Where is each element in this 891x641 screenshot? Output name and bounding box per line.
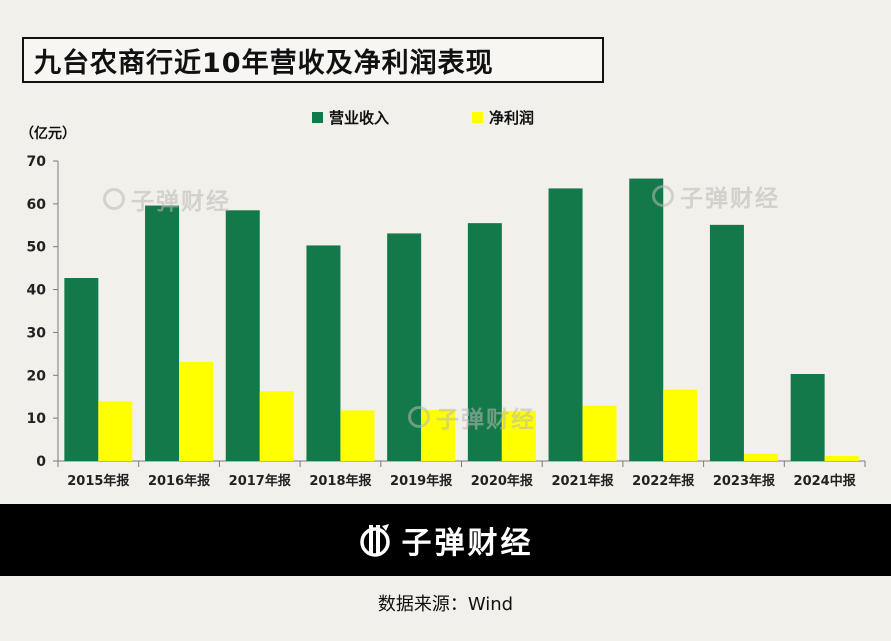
bar-revenue-9	[790, 374, 825, 461]
legend-label-0: 营业收入	[329, 109, 389, 127]
bar-net-profit-8	[743, 453, 778, 461]
x-tick-label: 2018年报	[309, 473, 372, 489]
x-tick-label: 2015年报	[67, 473, 130, 489]
brand-footer: 子弹财经	[0, 504, 891, 576]
brand-logo-icon	[408, 406, 430, 428]
brand-logo-icon	[652, 185, 674, 207]
y-tick-label: 20	[27, 368, 47, 384]
x-tick-label: 2016年报	[148, 473, 211, 489]
data-source: 数据来源：Wind	[377, 594, 514, 615]
brand-name: 子弹财经	[401, 526, 534, 561]
bar-net-profit-3	[340, 410, 375, 461]
bar-chart: （亿元） 营业收入 净利润 2015年报 2016年报 2017年报 2018年报 201…	[20, 109, 866, 489]
bar-net-profit-1	[179, 362, 214, 461]
y-tick-label: 70	[27, 154, 47, 170]
brand-logo-icon	[359, 524, 390, 557]
x-tick-label: 2017年报	[229, 473, 292, 489]
watermark-text: 子弹财经	[680, 186, 780, 212]
watermark: 子弹财经	[652, 179, 780, 213]
x-tick-label: 2020年报	[471, 473, 534, 489]
legend-label-1: 净利润	[489, 109, 534, 127]
y-tick-label: 0	[36, 454, 46, 470]
bar-revenue-0	[64, 278, 99, 461]
watermark: 子弹财经	[408, 400, 536, 434]
brand-logo-icon	[103, 188, 125, 210]
chart-title: 九台农商行近10年营收及净利润表现	[22, 37, 604, 83]
watermark-text: 子弹财经	[131, 189, 231, 215]
bar-revenue-6	[548, 188, 583, 461]
bar-revenue-5	[467, 223, 502, 461]
bar-net-profit-5	[501, 410, 536, 461]
y-axis-unit-label: （亿元）	[20, 125, 76, 142]
x-tick-label: 2021年报	[551, 473, 614, 489]
watermark-text: 子弹财经	[436, 407, 536, 433]
bar-revenue-3	[306, 245, 341, 461]
bar-net-profit-9	[824, 455, 859, 461]
y-tick-label: 40	[27, 283, 47, 299]
y-tick-label: 60	[27, 197, 47, 213]
x-tick-label: 2024中报	[794, 473, 857, 489]
bar-net-profit-0	[98, 401, 133, 461]
legend-swatch-0	[312, 112, 323, 123]
watermark: 子弹财经	[103, 182, 231, 216]
x-tick-label: 2023年报	[713, 473, 776, 489]
y-tick-label: 50	[27, 240, 47, 256]
y-tick-label: 30	[27, 325, 47, 341]
bar-net-profit-7	[663, 389, 698, 461]
bar-revenue-7	[629, 178, 664, 462]
bar-revenue-8	[709, 224, 744, 461]
bar-revenue-2	[225, 210, 260, 461]
bar-net-profit-6	[582, 405, 617, 461]
x-tick-label: 2019年报	[390, 473, 453, 489]
legend-swatch-1	[472, 112, 483, 123]
x-tick-label: 2022年报	[632, 473, 695, 489]
y-tick-label: 10	[27, 411, 47, 427]
bar-net-profit-2	[259, 391, 294, 461]
bar-revenue-1	[145, 205, 180, 461]
